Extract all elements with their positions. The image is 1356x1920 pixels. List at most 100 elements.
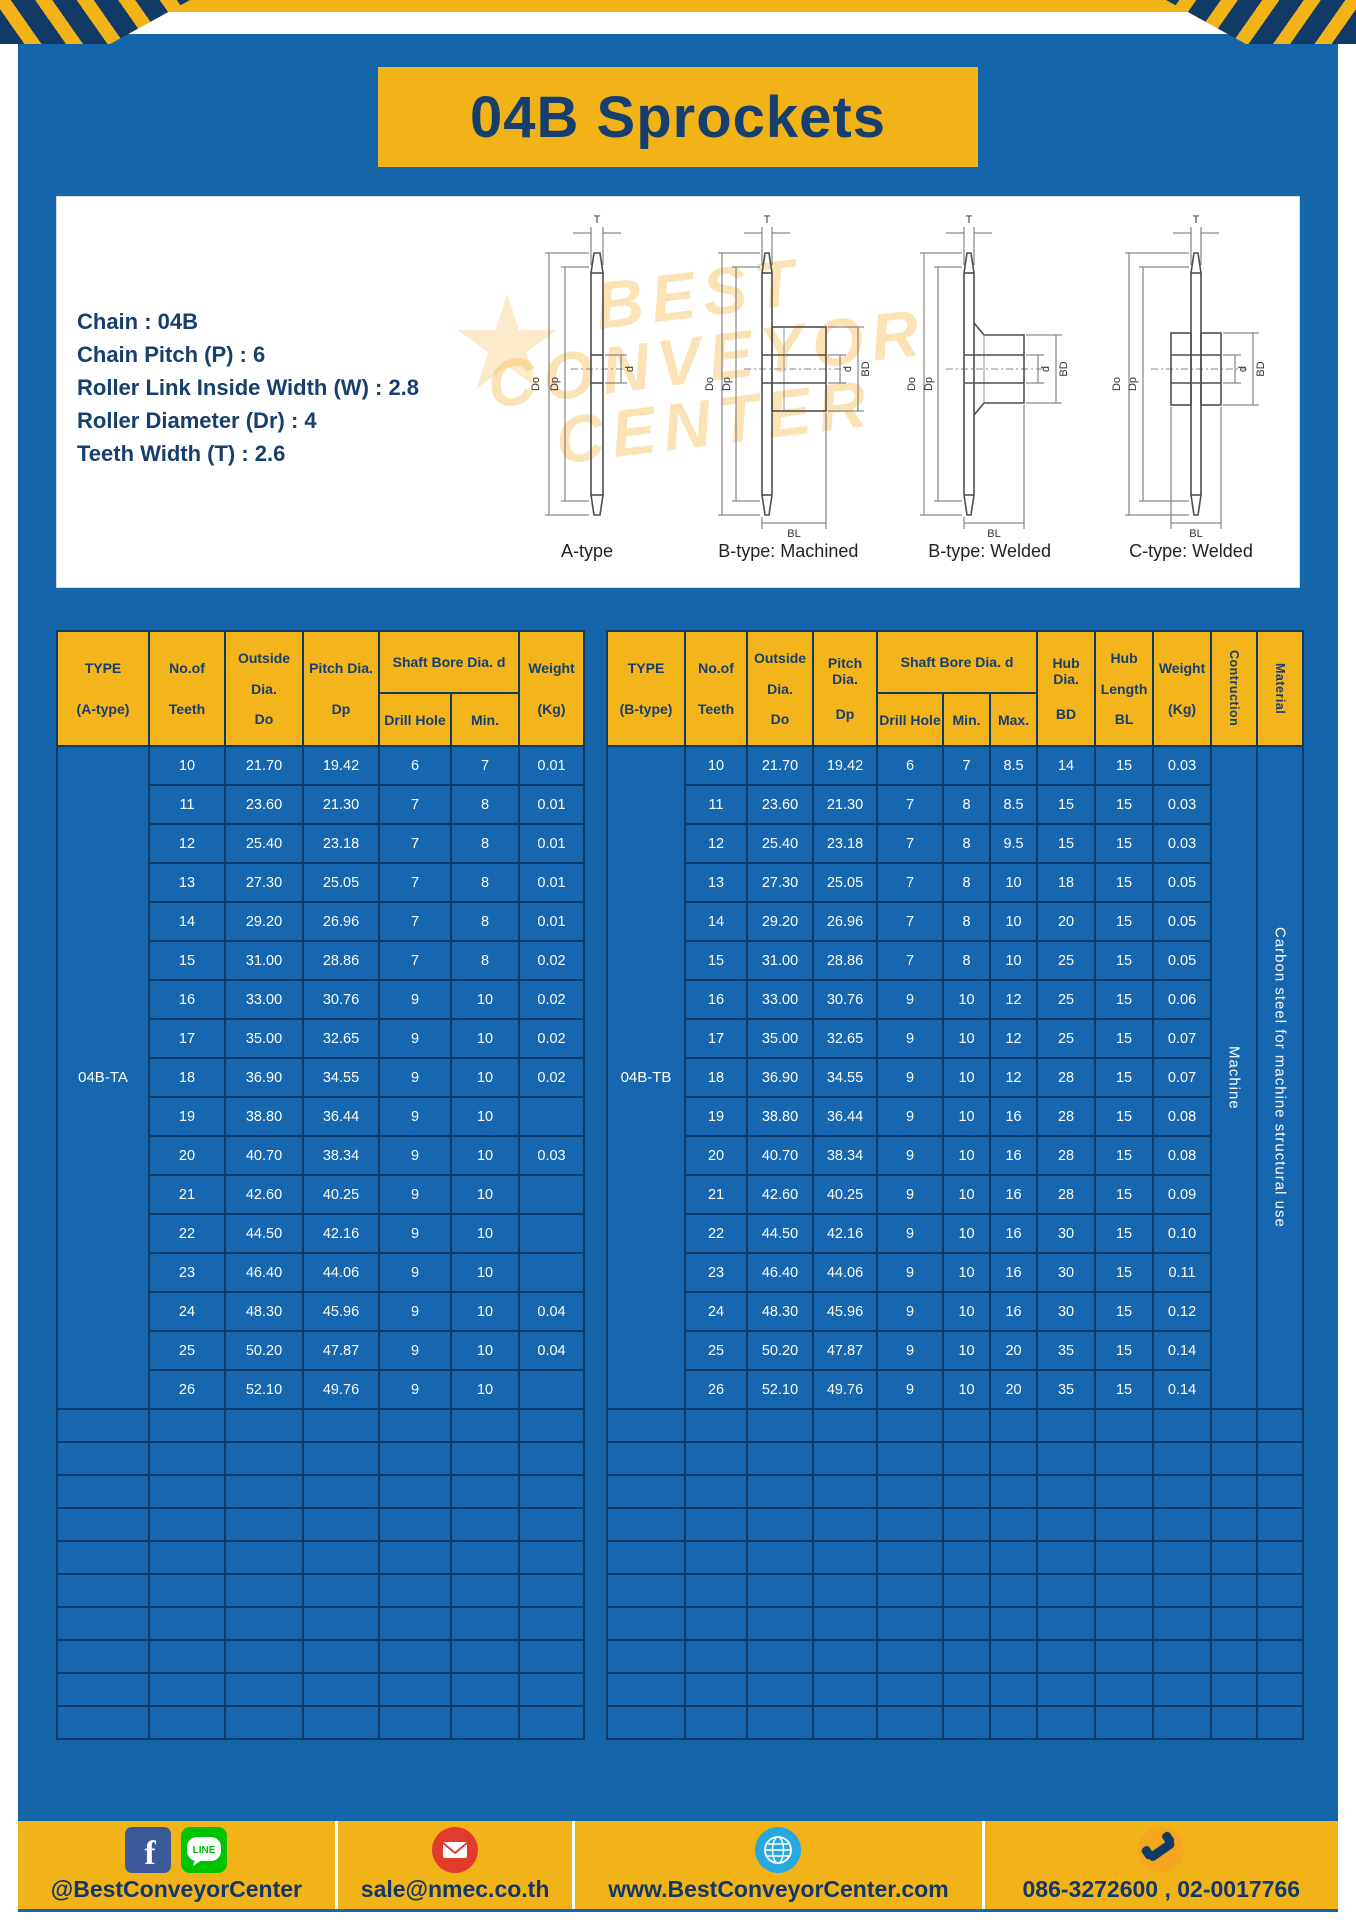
table-cell: 8 [449,784,521,825]
empty-row [56,1474,586,1509]
empty-cell [1152,1639,1213,1674]
table-cell: 15 [1094,862,1155,903]
dim-label-dp: Dp [1127,377,1139,391]
table-cell: 17 [684,1018,749,1059]
table-cell: 12 [989,979,1039,1020]
email-address[interactable]: sale@nmec.co.th [360,1876,550,1902]
table-cell: 15 [1094,1330,1155,1371]
empty-cell [302,1606,380,1641]
empty-cell [224,1573,304,1608]
table-cell: 0.05 [1152,862,1213,903]
facebook-handle[interactable]: @BestConveyorCenter [50,1876,302,1902]
table-row: 22 44.50 42.16 9 10 [57,1213,586,1254]
facebook-icon[interactable]: f [125,1827,172,1873]
empty-cell [746,1639,815,1674]
table-cell: 9 [378,1330,452,1371]
empty-cell [1094,1540,1155,1575]
empty-cell [1210,1507,1259,1542]
table-cell: 15 [148,940,226,981]
table-cell: 28.86 [812,940,879,981]
table-cell: 0.01 [518,901,586,942]
header-material: Material [1256,630,1305,747]
table-a-header: TYPE (A-type) No.of Teeth Outside Dia. Do Pi… [56,630,586,747]
phone-numbers[interactable]: 086-3272600 , 02-0017766 [1022,1876,1301,1902]
empty-cell [812,1507,879,1542]
empty-cell [56,1540,150,1575]
empty-cell [148,1606,226,1641]
empty-cell [989,1507,1039,1542]
empty-cell [302,1672,380,1707]
empty-cell [1036,1639,1097,1674]
line-icon[interactable]: LINE [181,1827,228,1873]
table-cell: 32.65 [812,1018,879,1059]
table-row: 17 35.00 32.65 9 10 12 25 15 0.07 [607,1018,1303,1059]
table-cell: 0.02 [518,940,586,981]
empty-cell [148,1672,226,1707]
email-icon[interactable] [432,1827,479,1873]
header-max: Max. [989,692,1039,747]
empty-cell [942,1639,992,1674]
hline: Hub [1110,650,1138,666]
table-cell: 18 [148,1057,226,1098]
table-cell: 16 [989,1291,1039,1332]
hline: No.of [698,660,734,677]
table-cell: 35 [1036,1330,1097,1371]
table-cell: 10 [942,1213,992,1254]
table-cell: 28 [1036,1057,1097,1098]
table-row: 25 50.20 47.87 9 10 0.04 [57,1330,586,1371]
empty-cell [148,1474,226,1509]
dim-label-do: Do [1111,377,1123,391]
empty-cell [518,1540,586,1575]
empty-cell [224,1474,304,1509]
table-cell: 19 [148,1096,226,1137]
table-cell: 8 [942,940,992,981]
empty-cell [876,1408,945,1443]
empty-row [56,1672,586,1707]
dim-label-d: d [624,366,636,372]
table-cell: 42.16 [302,1213,380,1254]
table-row: 12 25.40 23.18 7 8 9.5 15 15 0.03 [607,823,1303,864]
empty-row [56,1573,586,1608]
phone-icon[interactable] [1138,1827,1185,1873]
table-row: 13 27.30 25.05 7 8 0.01 [57,862,586,903]
table-cell: 8 [942,823,992,864]
table-cell: 12 [989,1018,1039,1059]
table-cell: 21.70 [224,745,304,786]
table-cell: 23.18 [812,823,879,864]
table-cell: 10 [989,901,1039,942]
empty-cell [224,1672,304,1707]
table-row: 11 23.60 21.30 7 8 0.01 [57,784,586,825]
empty-cell [148,1441,226,1476]
empty-cell [224,1705,304,1740]
empty-cell [449,1639,521,1674]
empty-cell [1094,1639,1155,1674]
table-cell: 25.40 [746,823,815,864]
empty-cell [684,1573,749,1608]
empty-cell [224,1606,304,1641]
empty-cell [224,1408,304,1443]
table-cell: 15 [1094,1057,1155,1098]
dim-label-do: Do [704,377,716,391]
dim-label-d: d [842,366,854,372]
empty-cell [876,1540,945,1575]
table-cell: 0.04 [518,1291,586,1332]
globe-icon[interactable] [755,1827,802,1873]
table-cell: 20 [1036,901,1097,942]
table-cell: 21 [148,1174,226,1215]
empty-cell [378,1705,452,1740]
table-cell: 16 [989,1135,1039,1176]
table-row: 25 50.20 47.87 9 10 20 35 15 0.14 [607,1330,1303,1371]
empty-cell [812,1441,879,1476]
empty-cell [876,1474,945,1509]
table-cell: 30 [1036,1291,1097,1332]
website-url[interactable]: www.BestConveyorCenter.com [608,1876,949,1902]
table-cell: 10 [449,1213,521,1254]
table-a-body: 04B-TA 10 21.70 19.42 6 7 0.01 11 23.60 21.30 7 8 0.… [56,745,586,1740]
empty-cell [989,1408,1039,1443]
table-cell: 10 [942,1018,992,1059]
empty-cell [876,1606,945,1641]
table-cell: 30 [1036,1213,1097,1254]
empty-cell [942,1672,992,1707]
empty-cell [518,1606,586,1641]
